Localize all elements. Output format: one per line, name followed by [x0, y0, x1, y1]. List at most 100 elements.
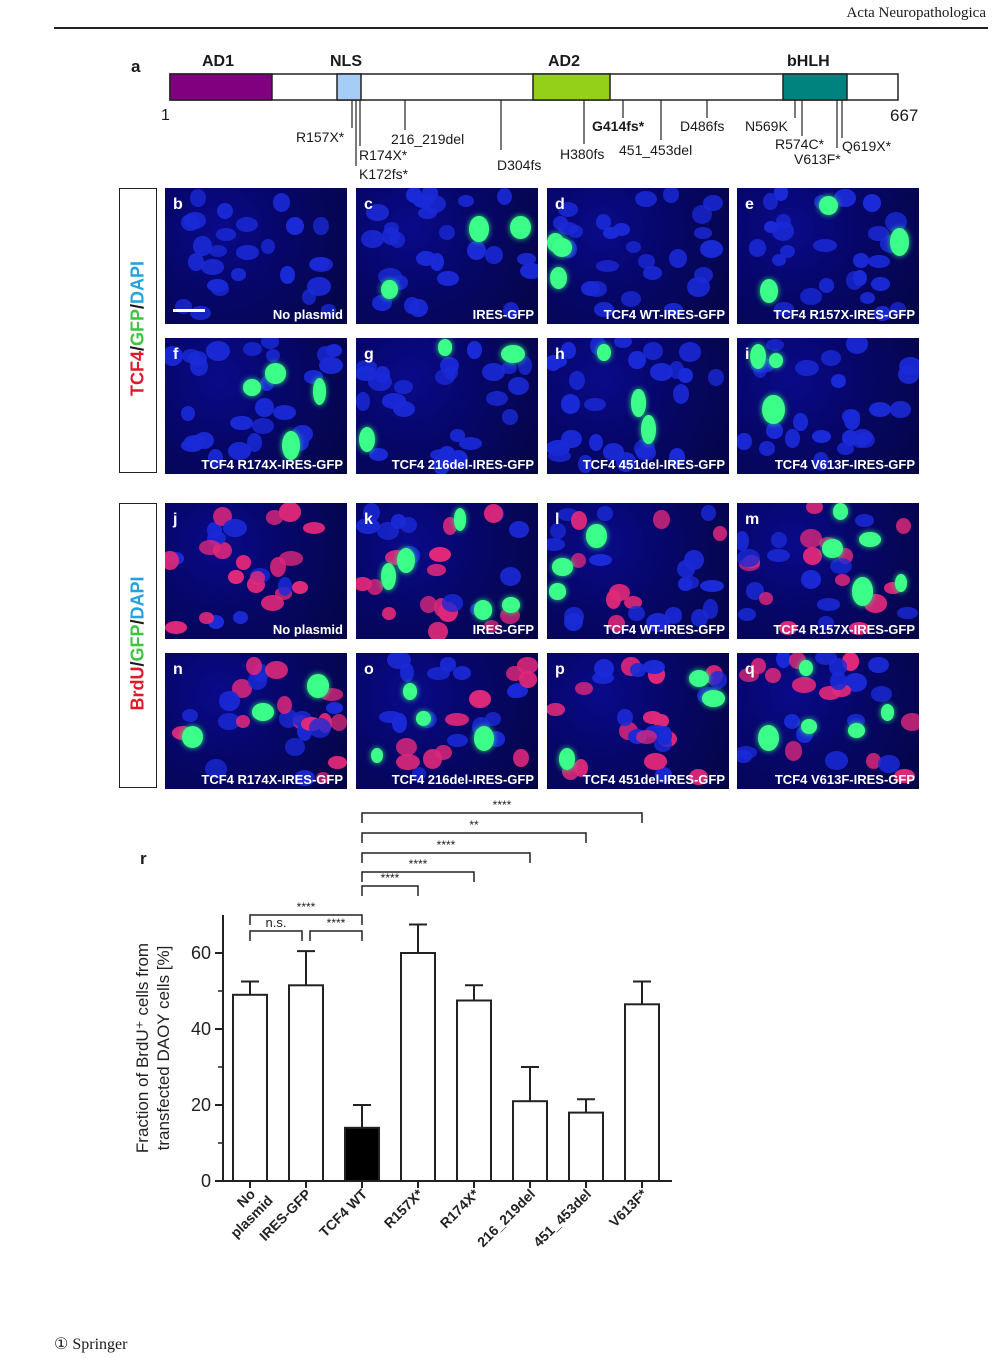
nucleus [260, 238, 275, 254]
nucleus [617, 708, 633, 727]
nucleus [291, 581, 308, 594]
panel-letter-p: p [555, 661, 565, 678]
nucleus [650, 363, 673, 382]
micrograph-panel-e: e TCF4 R157X-IRES-GFP [737, 188, 919, 324]
nucleus [286, 217, 305, 235]
nucleus [261, 338, 280, 349]
stain-label-box-tcf4 [119, 188, 157, 473]
nucleus [792, 412, 808, 432]
nucleus [825, 750, 848, 770]
nucleus [868, 656, 889, 674]
nucleus [560, 394, 581, 414]
micrograph-panel-f: f TCF4 R174X-IRES-GFP [165, 338, 347, 474]
nucleus [279, 503, 301, 522]
nucleus [235, 554, 251, 570]
nucleus [653, 510, 670, 530]
nucleus [816, 598, 840, 611]
significance-label: ** [469, 818, 479, 832]
nucleus [613, 222, 631, 236]
mut-d304fs: D304fs [497, 157, 542, 173]
nucleus [737, 746, 757, 759]
nucleus [779, 244, 796, 258]
nucleus [783, 713, 800, 730]
nucleus [439, 357, 459, 375]
nucleus [502, 301, 520, 319]
nucleus [193, 235, 212, 256]
nucleus [222, 518, 247, 538]
nucleus [595, 260, 619, 273]
nucleus [738, 607, 757, 622]
nucleus [634, 190, 657, 208]
significance-bracket [361, 812, 643, 823]
significance-label: **** [327, 916, 346, 930]
nucleus [265, 509, 284, 525]
nucleus [441, 594, 464, 612]
bar-1 [288, 984, 324, 1182]
nucleus [438, 224, 456, 241]
nucleus [366, 204, 390, 221]
panel-caption-q: TCF4 V613F-IRES-GFP [774, 772, 915, 787]
nucleus [568, 370, 586, 391]
significance-bracket [249, 930, 303, 941]
panel-caption-h: TCF4 451del-IRES-GFP [582, 457, 725, 472]
nucleus [829, 658, 848, 677]
nucleus [369, 448, 388, 461]
nucleus [198, 612, 214, 625]
gfp-cell [889, 228, 909, 256]
mut-r574c: R574C* [775, 136, 825, 152]
nucleus [165, 621, 187, 634]
domain-ad1 [169, 73, 273, 101]
nucleus [870, 277, 891, 292]
nucleus [277, 695, 293, 714]
nucleus [564, 612, 584, 631]
nucleus [248, 670, 268, 690]
gfp-cell [510, 215, 532, 240]
nucleus [748, 239, 766, 257]
nucleus [435, 745, 453, 761]
panel-caption-o: TCF4 216del-IRES-GFP [391, 772, 534, 787]
x-tick-label-line: V613F* [606, 1185, 651, 1230]
nucleus [485, 246, 503, 265]
nucleus [812, 451, 829, 472]
x-tick-label: 216_219del [474, 1186, 538, 1250]
nucleus [765, 422, 784, 439]
x-tick-label: V613F* [606, 1185, 651, 1230]
nucleus [219, 691, 240, 711]
stain-label-brdu: BrdU/GFP/DAPI [127, 576, 148, 711]
x-tick-label-line: R157X* [381, 1185, 427, 1231]
nucleus [785, 429, 800, 448]
nucleus [868, 255, 891, 269]
gfp-cell [282, 431, 301, 461]
panel-caption-n: TCF4 R174X-IRES-GFP [201, 772, 343, 787]
nucleus [893, 768, 916, 784]
nucleus [614, 338, 632, 349]
nucleus [547, 354, 561, 371]
nucleus [689, 769, 708, 786]
significance-bracket [361, 885, 419, 896]
nucleus [436, 271, 460, 287]
nucleus [636, 444, 657, 461]
nucleus [428, 546, 451, 563]
nucleus [602, 443, 625, 461]
nucleus [593, 301, 615, 317]
significance-label: **** [409, 857, 428, 871]
nucleus [654, 736, 672, 753]
nucleus [805, 503, 823, 514]
micrograph-panel-j: j No plasmid [165, 503, 347, 639]
micrograph-panel-c: c IRES-GFP [356, 188, 538, 324]
nucleus [709, 671, 728, 689]
nucleus [249, 570, 266, 586]
label-start: 1 [161, 107, 170, 124]
nucleus [578, 455, 593, 473]
nucleus [466, 341, 482, 360]
nucleus [232, 611, 249, 625]
nucleus [517, 252, 536, 266]
nucleus [422, 194, 446, 214]
nucleus [596, 506, 614, 521]
nucleus [855, 513, 874, 528]
mut-r157x: R157X* [296, 129, 345, 145]
gfp-cell [702, 690, 725, 707]
gfp-cell [501, 597, 520, 613]
x-tick-label-line: 451_453del [530, 1186, 594, 1250]
bar-3 [400, 952, 436, 1182]
